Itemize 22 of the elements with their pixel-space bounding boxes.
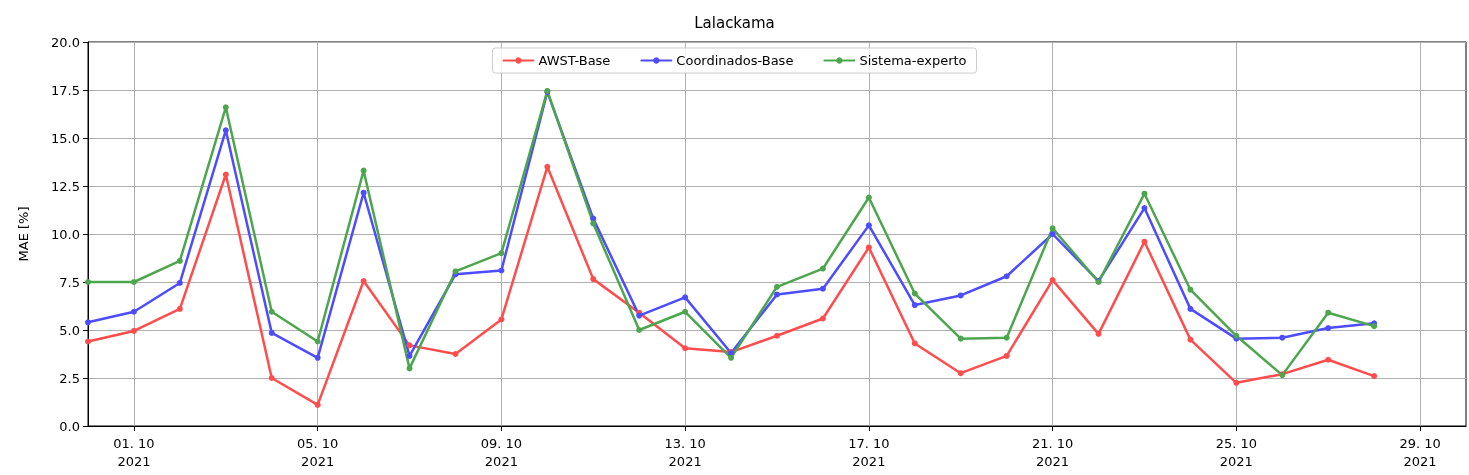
y-axis-title: MAE [%] — [16, 206, 31, 262]
x-tick-label: 21. 10 2021 — [1031, 435, 1074, 469]
y-tick-label: 5.0 — [59, 322, 80, 338]
x-tick-label: 29. 10 2021 — [1399, 435, 1441, 469]
x-tick-label: 09. 10 2021 — [480, 435, 523, 469]
x-tick-label: 01. 10 2021 — [113, 435, 155, 469]
y-tick-label: 15.0 — [51, 130, 80, 146]
y-tick-label: 12.5 — [51, 178, 80, 194]
legend-label: Coordinados-Base — [676, 53, 794, 68]
y-tick-label: 10.0 — [51, 226, 80, 242]
x-tick-label: 17. 10 2021 — [848, 435, 890, 469]
legend-label: Sistema-experto — [859, 53, 967, 68]
y-tick-label: 2.5 — [59, 370, 80, 386]
y-tick-label: 0.0 — [59, 418, 80, 434]
y-tick-label: 20.0 — [51, 34, 80, 50]
chart-title: Lalackama — [694, 13, 775, 32]
x-tick-label: 05. 10 2021 — [296, 435, 339, 469]
legend-label: AWST-Base — [538, 53, 611, 68]
x-tick-label: 13. 10 2021 — [664, 435, 706, 469]
y-tick-label: 7.5 — [59, 274, 80, 290]
x-tick-label: 25. 10 2021 — [1215, 435, 1258, 469]
y-tick-label: 17.5 — [51, 82, 80, 98]
